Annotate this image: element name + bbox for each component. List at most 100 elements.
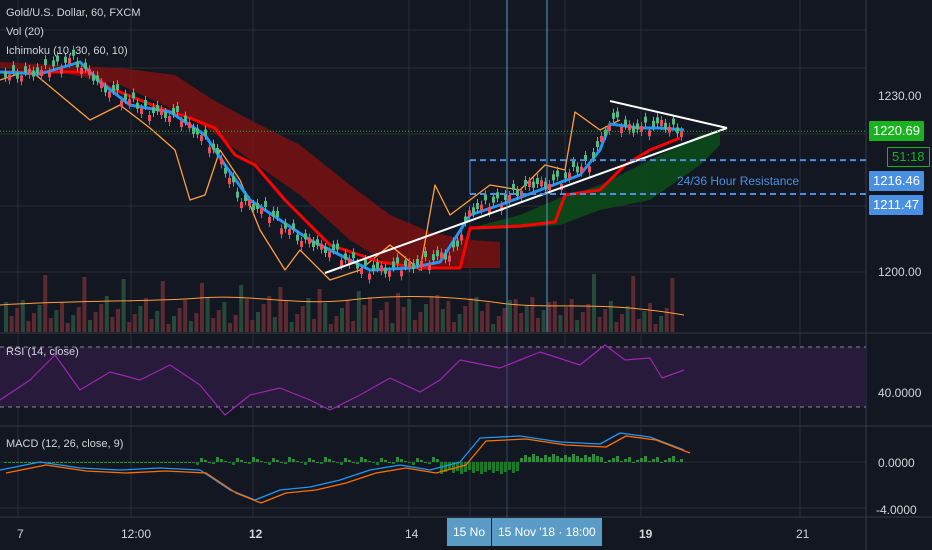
- volume-legend: Vol (20): [6, 26, 44, 38]
- candle-432: [432, 254, 435, 261]
- volume-bar-110: [620, 314, 624, 332]
- triangle-lower-trendline: [324, 127, 728, 274]
- candle-184: [184, 115, 187, 122]
- macd-hist-64: [64, 462, 67, 463]
- kijun-sen: [0, 70, 681, 270]
- volume-bar-9: [54, 310, 59, 332]
- macd-hist-264: [264, 462, 267, 463]
- macd-hist-88: [88, 462, 91, 463]
- rsi-band: [0, 347, 866, 407]
- candle-204: [204, 129, 207, 136]
- macd-hist-4: [4, 462, 7, 463]
- candle-28: [28, 68, 31, 75]
- macd-hist-492: [492, 462, 495, 473]
- candle-676: [676, 127, 679, 134]
- volume-bar-42: [239, 285, 244, 332]
- volume-bar-5: [32, 313, 36, 332]
- volume-ma-line: [0, 295, 685, 316]
- candle-552: [552, 174, 555, 181]
- macd-hist-196: [196, 462, 199, 465]
- volume-bar-46: [261, 304, 266, 332]
- candle-536: [536, 178, 539, 184]
- macd-hist-612: [612, 458, 615, 462]
- macd-hist-660: [660, 462, 663, 463]
- macd-hist-412: [412, 462, 415, 465]
- macd-hist-532: [532, 454, 535, 462]
- volume-bar-33: [188, 321, 193, 332]
- volume-bar-45: [256, 312, 260, 332]
- macd-hist-576: [576, 456, 579, 462]
- triangle-upper-trendline: [609, 100, 728, 129]
- candle-180: [180, 121, 183, 127]
- candle-256: [256, 203, 259, 209]
- macd-hist-516: [516, 462, 519, 471]
- volume-bar-50: [284, 301, 288, 332]
- macd-hist-620: [620, 461, 623, 462]
- volume-bar-98: [552, 301, 557, 332]
- volume-bar-106: [597, 317, 602, 332]
- candle-336: [336, 243, 339, 250]
- volume-bar-81: [457, 314, 462, 332]
- macd-hist-220: [220, 459, 223, 462]
- candle-664: [664, 122, 667, 129]
- volume-bar-100: [564, 307, 568, 332]
- volume-bar-61: [345, 300, 350, 332]
- candle-4: [4, 71, 7, 78]
- candle-280: [280, 228, 283, 235]
- candle-608: [608, 125, 611, 131]
- volume-bar-74: [418, 312, 423, 332]
- candle-276: [276, 211, 279, 217]
- volume-bar-39: [222, 302, 227, 332]
- macd-hist-428: [428, 462, 431, 464]
- volume-bar-59: [334, 316, 339, 332]
- candle-328: [328, 251, 331, 258]
- macd-hist-556: [556, 456, 559, 462]
- macd-hist-512: [512, 462, 515, 473]
- volume-bar-47: [267, 296, 272, 332]
- volume-bar-53: [300, 306, 305, 332]
- candle-192: [192, 127, 195, 134]
- candle-680: [680, 131, 683, 138]
- macd-hist-208: [208, 462, 211, 463]
- candle-416: [416, 259, 419, 266]
- macd-hist-324: [324, 457, 327, 462]
- volume-bar-49: [278, 287, 283, 332]
- candle-228: [228, 178, 231, 184]
- candle-616: [616, 111, 619, 118]
- macd-hist-420: [420, 460, 423, 462]
- candle-236: [236, 191, 239, 198]
- volume-bar-91: [513, 299, 518, 332]
- macd-hist-404: [404, 461, 407, 462]
- volume-bar-56: [317, 289, 322, 332]
- macd-hist-596: [596, 456, 599, 462]
- candle-92: [92, 74, 95, 81]
- volume-bar-105: [592, 274, 596, 332]
- volume-bar-25: [144, 298, 148, 332]
- candle-448: [448, 255, 451, 262]
- volume-bar-40: [228, 323, 232, 332]
- candle-40: [40, 70, 43, 76]
- macd-hist-24: [24, 462, 27, 463]
- candle-168: [168, 116, 171, 122]
- candle-372: [372, 264, 375, 271]
- candle-420: [420, 261, 423, 267]
- volume-bar-32: [183, 300, 188, 332]
- candle-408: [408, 262, 411, 269]
- macd-hist-572: [572, 454, 575, 462]
- candle-152: [152, 107, 155, 113]
- volume-bar-2: [15, 308, 20, 332]
- candle-524: [524, 180, 527, 186]
- macd-hist-320: [320, 462, 323, 464]
- macd-hist-676: [676, 461, 679, 462]
- macd-hist-252: [252, 457, 255, 462]
- macd-hist-152: [152, 462, 155, 463]
- volume-bar-36: [205, 297, 210, 332]
- volume-bar-29: [166, 324, 171, 332]
- macd-hist-84: [84, 462, 87, 463]
- macd-hist-168: [168, 462, 171, 463]
- macd-hist-56: [56, 462, 59, 463]
- candle-300: [300, 241, 303, 247]
- macd-hist-100: [100, 462, 103, 463]
- candle-468: [468, 210, 471, 217]
